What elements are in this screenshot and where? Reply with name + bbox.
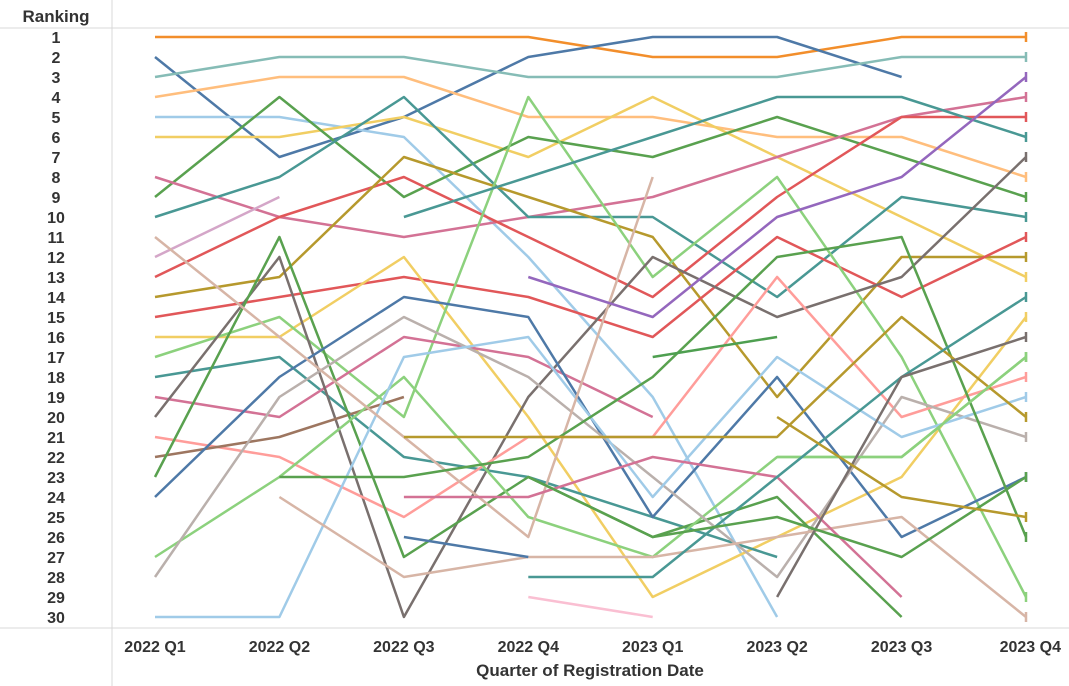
series-line-36 [652,335,778,359]
y-tick-label: 11 [48,230,65,247]
series-line-31 [403,455,903,598]
x-axis-title: Quarter of Registration Date [476,661,704,680]
y-tick-label: 7 [52,150,61,167]
y-tick-label: 2 [52,50,61,67]
x-tick-label: 2023 Q2 [746,639,807,656]
y-tick-label: 30 [47,610,65,627]
y-tick-label: 12 [47,250,65,267]
y-tick-label: 14 [47,290,65,307]
y-tick-label: 1 [52,30,61,47]
y-tick-label: 28 [47,570,65,587]
y-tick-label: 8 [52,170,61,187]
y-tick-label: 20 [47,410,65,427]
series-line-3 [154,75,1027,179]
series-line-6 [154,95,1027,199]
series-line-38 [527,475,1027,559]
series-line-32 [403,535,529,559]
x-tick-label: 2023 Q4 [1000,639,1061,656]
y-tick-label: 24 [47,490,65,507]
y-tick-label: 13 [47,270,65,287]
y-tick-label: 6 [52,130,61,147]
series-line-39 [776,415,1027,519]
y-tick-label: 21 [47,430,65,447]
series-line-37 [776,335,1027,598]
series-line-2 [154,55,1026,79]
y-axis-ticks: 1234567891011121314151617181920212223242… [47,30,65,627]
y-tick-label: 17 [47,350,65,367]
x-axis-ticks: 2022 Q1 2022 Q2 2022 Q3 2022 Q4 2023 Q1 2023 … [124,639,1061,656]
series-line-33 [777,356,1027,459]
x-tick-label: 2022 Q2 [249,639,310,656]
series-line-4 [155,115,779,618]
series-line-29 [279,235,1028,538]
y-tick-label: 16 [47,330,65,347]
x-tick-label: 2023 Q1 [622,639,683,656]
y-tick-label: 23 [47,470,65,487]
x-tick-label: 2022 Q3 [373,639,434,656]
series-line-13 [154,95,1028,598]
series-line-30 [403,315,1027,439]
series-line-5 [155,95,1027,279]
y-tick-label: 26 [47,530,65,547]
x-tick-label: 2023 Q3 [871,639,932,656]
series-line-23 [528,595,653,619]
y-tick-label: 3 [52,70,61,87]
y-tick-label: 5 [52,110,61,127]
series-line-15 [154,335,654,419]
y-tick-label: 4 [52,90,61,107]
y-tick-label: 15 [47,310,65,327]
y-tick-label: 10 [47,210,65,227]
series-line-27 [278,495,1027,618]
series-line-35 [527,76,1027,319]
y-tick-label: 9 [52,190,61,207]
series-lines [153,32,1028,622]
series-line-22 [153,315,1027,579]
x-tick-label: 2022 Q1 [124,639,185,656]
series-line-10 [154,155,1026,399]
series-line-7 [154,95,1027,239]
series-line-34 [528,295,1027,579]
y-tick-label: 19 [47,390,65,407]
series-line-25 [154,195,280,259]
series-line-1 [154,35,902,159]
x-tick-label: 2022 Q4 [498,639,559,656]
y-tick-label: 22 [47,450,65,467]
y-tick-label: 27 [47,550,65,567]
y-tick-label: 25 [47,510,65,527]
series-line-9 [154,115,1026,299]
series-line-16 [154,156,1027,619]
y-tick-label: 29 [47,590,65,607]
y-tick-label: 18 [47,370,65,387]
series-line-28 [403,95,1027,219]
y-axis-title: Ranking [22,7,89,26]
